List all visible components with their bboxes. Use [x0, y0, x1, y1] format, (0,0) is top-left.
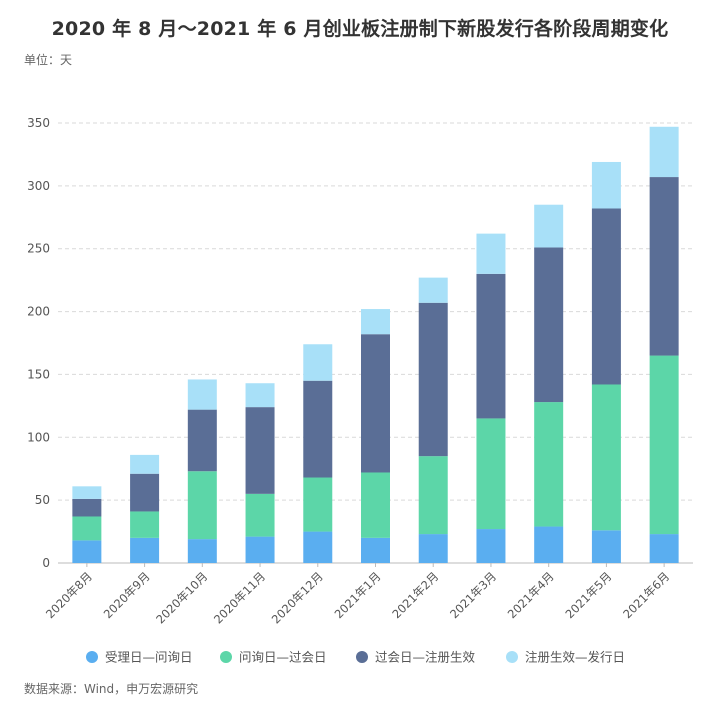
bar-segment	[476, 233, 506, 274]
legend-label: 过会日—注册生效	[375, 650, 476, 665]
unit-label: 单位：天	[24, 53, 73, 67]
x-tick-label: 2020年8月	[43, 569, 95, 621]
bar-segment	[303, 477, 333, 532]
bar-segment	[649, 126, 679, 178]
legend-swatch	[356, 651, 368, 663]
bar-segment	[130, 537, 160, 563]
bar-segment	[591, 208, 621, 385]
bar-segment	[418, 302, 448, 457]
legend-label: 问询日—过会日	[239, 650, 327, 665]
source-note: 数据来源：Wind，申万宏源研究	[24, 682, 199, 696]
x-tick-label: 2021年6月	[620, 569, 672, 621]
bar-segment	[303, 531, 333, 563]
bar-segment	[361, 537, 390, 563]
bar-segment	[534, 402, 564, 527]
bar-segment	[72, 540, 102, 563]
bar-segment	[418, 534, 448, 563]
y-tick-label: 0	[42, 556, 50, 570]
x-axis: 2020年8月 2020年9月 2020年10月 2020年11月 2020年12月 20…	[43, 563, 672, 626]
bar-segment	[649, 534, 679, 563]
bar-segment	[361, 472, 390, 538]
y-tick-label: 350	[27, 116, 50, 130]
bar-segment	[534, 247, 564, 403]
y-tick-label: 50	[35, 493, 50, 507]
y-tick-label: 250	[27, 242, 50, 256]
legend: 受理日—问询日 问询日—过会日 过会日—注册生效 注册生效—发行日	[86, 650, 625, 665]
bar-segment	[303, 344, 333, 381]
bar-segment	[130, 454, 160, 474]
bar-segment	[476, 418, 506, 530]
legend-swatch	[86, 651, 98, 663]
bar-segment	[591, 530, 621, 563]
legend-label: 注册生效—发行日	[525, 650, 625, 665]
x-tick-label: 2020年12月	[269, 569, 326, 626]
chart-title: 2020 年 8 月～2021 年 6 月创业板注册制下新股发行各阶段周期变化	[51, 18, 669, 40]
bar-segment	[361, 309, 390, 335]
bar-segment	[187, 539, 217, 563]
y-tick-label: 200	[27, 305, 50, 319]
bar-segment	[418, 277, 448, 303]
bar-segment	[72, 498, 102, 517]
bars	[72, 126, 679, 563]
bar-segment	[534, 204, 564, 248]
y-axis: 0 50 100 150 200 250 300 350	[27, 116, 50, 570]
bar-segment	[187, 379, 217, 410]
bar-segment	[649, 177, 679, 356]
bar-segment	[245, 536, 275, 563]
legend-swatch	[220, 651, 232, 663]
x-tick-label: 2020年11月	[211, 569, 268, 626]
bar-segment	[245, 383, 275, 408]
y-tick-label: 300	[27, 179, 50, 193]
legend-swatch	[506, 651, 518, 663]
x-tick-label: 2021年5月	[562, 569, 614, 621]
bar-segment	[361, 334, 390, 473]
bar-segment	[476, 273, 506, 419]
bar-segment	[649, 355, 679, 535]
x-tick-label: 2021年3月	[447, 569, 499, 621]
bar-segment	[130, 473, 160, 512]
bar-segment	[72, 486, 102, 499]
bar-segment	[591, 161, 621, 209]
bar-segment	[245, 407, 275, 494]
bar-segment	[245, 493, 275, 537]
x-tick-label: 2021年1月	[332, 569, 384, 621]
y-tick-label: 150	[27, 367, 50, 381]
x-tick-label: 2020年10月	[153, 569, 210, 626]
bar-segment	[72, 516, 102, 541]
legend-label: 受理日—问询日	[105, 650, 193, 665]
bar-segment	[418, 456, 448, 535]
bar-segment	[591, 384, 621, 531]
bar-segment	[187, 471, 217, 540]
x-tick-label: 2021年4月	[505, 569, 557, 621]
bar-segment	[187, 409, 217, 472]
y-tick-label: 100	[27, 430, 50, 444]
x-tick-label: 2021年2月	[389, 569, 441, 621]
bar-segment	[303, 380, 333, 478]
bar-segment	[130, 511, 160, 538]
x-tick-label: 2020年9月	[101, 569, 153, 621]
bar-segment	[476, 529, 506, 563]
bar-segment	[534, 526, 564, 563]
